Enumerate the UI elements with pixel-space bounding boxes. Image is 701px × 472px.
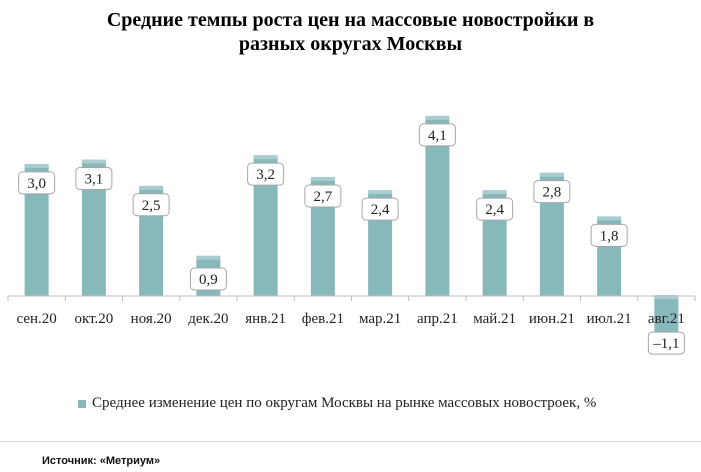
data-label-box — [18, 171, 56, 195]
data-label: 1,8 — [600, 228, 619, 244]
data-label-box — [418, 123, 456, 147]
x-tick-label: ноя.20 — [131, 311, 172, 327]
legend: Среднее изменение цен по округам Москвы … — [78, 395, 596, 412]
x-tick-label: окт.20 — [74, 311, 113, 327]
x-tick-label: дек.20 — [188, 311, 228, 327]
data-label-box — [132, 193, 170, 217]
data-label-box — [189, 267, 227, 291]
source-note: Источник: «Метриум» — [42, 455, 161, 467]
bar-cap — [597, 216, 622, 221]
data-label-box — [647, 331, 685, 355]
x-tick-label: май.21 — [473, 311, 516, 327]
data-label-box — [533, 180, 571, 204]
data-label: 3,1 — [85, 172, 104, 188]
x-tick-label: июн.21 — [529, 311, 575, 327]
bar-cap — [539, 172, 564, 177]
data-label: 2,7 — [314, 189, 333, 205]
x-tick-label: июл.21 — [587, 311, 632, 327]
data-label-box — [476, 197, 514, 221]
chart-title: Средние темпы роста цен на массовые ново… — [0, 8, 701, 56]
bar-cap — [139, 185, 164, 190]
bar-cap — [425, 115, 450, 120]
legend-swatch — [78, 399, 86, 408]
data-label-box — [75, 167, 113, 191]
data-label: 2,4 — [371, 202, 390, 218]
data-label: 3,0 — [27, 176, 46, 192]
x-tick-label: янв.21 — [245, 311, 286, 327]
data-label-box — [247, 162, 285, 186]
x-tick-label: авг.21 — [648, 311, 685, 327]
data-label-box — [361, 197, 399, 221]
data-label-box — [304, 184, 342, 208]
bar-cap — [482, 190, 507, 195]
bar-cap — [81, 159, 106, 164]
bar-cap — [654, 295, 679, 299]
chart-title-line-1: Средние темпы роста цен на массовые ново… — [106, 9, 595, 31]
x-tick-label: апр.21 — [417, 311, 458, 327]
data-label-box — [590, 223, 628, 247]
bar-cap — [310, 177, 335, 182]
data-label: 4,1 — [428, 128, 447, 144]
x-tick-label: фев.21 — [302, 311, 344, 327]
legend-label: Среднее изменение цен по округам Москвы … — [92, 395, 597, 411]
data-label: 2,8 — [543, 185, 562, 201]
bar-cap — [196, 255, 221, 260]
data-label: 2,4 — [485, 202, 504, 218]
bar-cap — [253, 155, 278, 160]
bar-cap — [24, 163, 49, 168]
data-label: –1,1 — [652, 336, 679, 352]
x-tick-label: сен.20 — [16, 311, 56, 327]
data-label: 3,2 — [256, 167, 275, 183]
data-label: 0,9 — [199, 272, 218, 288]
bar — [425, 116, 450, 296]
bar-chart: 3,0 сен.20 3,1 окт.20 2,5 ноя.20 0,9 дек.20 3,2 я… — [7, 115, 696, 355]
x-tick-label: мар.21 — [359, 311, 401, 327]
data-label: 2,5 — [142, 198, 161, 214]
chart-title-line-2: разных округах Москвы — [238, 33, 463, 55]
divider — [0, 441, 701, 442]
bar-cap — [368, 190, 393, 195]
